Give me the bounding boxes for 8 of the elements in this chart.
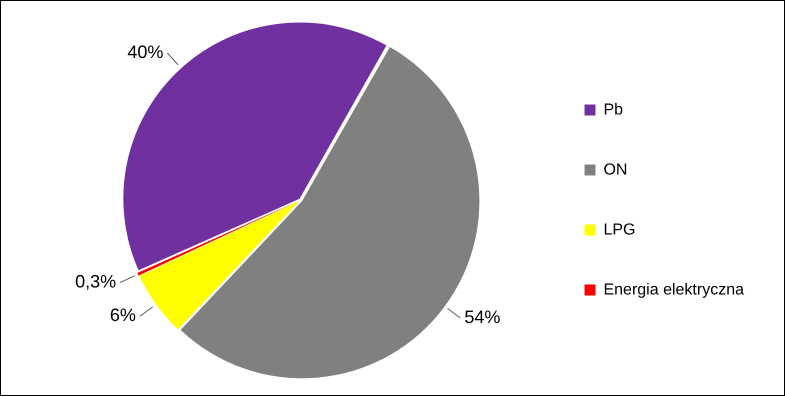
legend-label: ON bbox=[603, 161, 628, 178]
data-label: 6% bbox=[110, 305, 136, 326]
data-label: 40% bbox=[127, 42, 164, 62]
data-label: 0,3% bbox=[75, 271, 116, 292]
legend-label: LPG bbox=[603, 221, 636, 238]
data-label: 54% bbox=[464, 306, 500, 327]
legend-label: Energia elektryczna bbox=[603, 281, 744, 298]
legend-label: Pb bbox=[603, 101, 624, 118]
